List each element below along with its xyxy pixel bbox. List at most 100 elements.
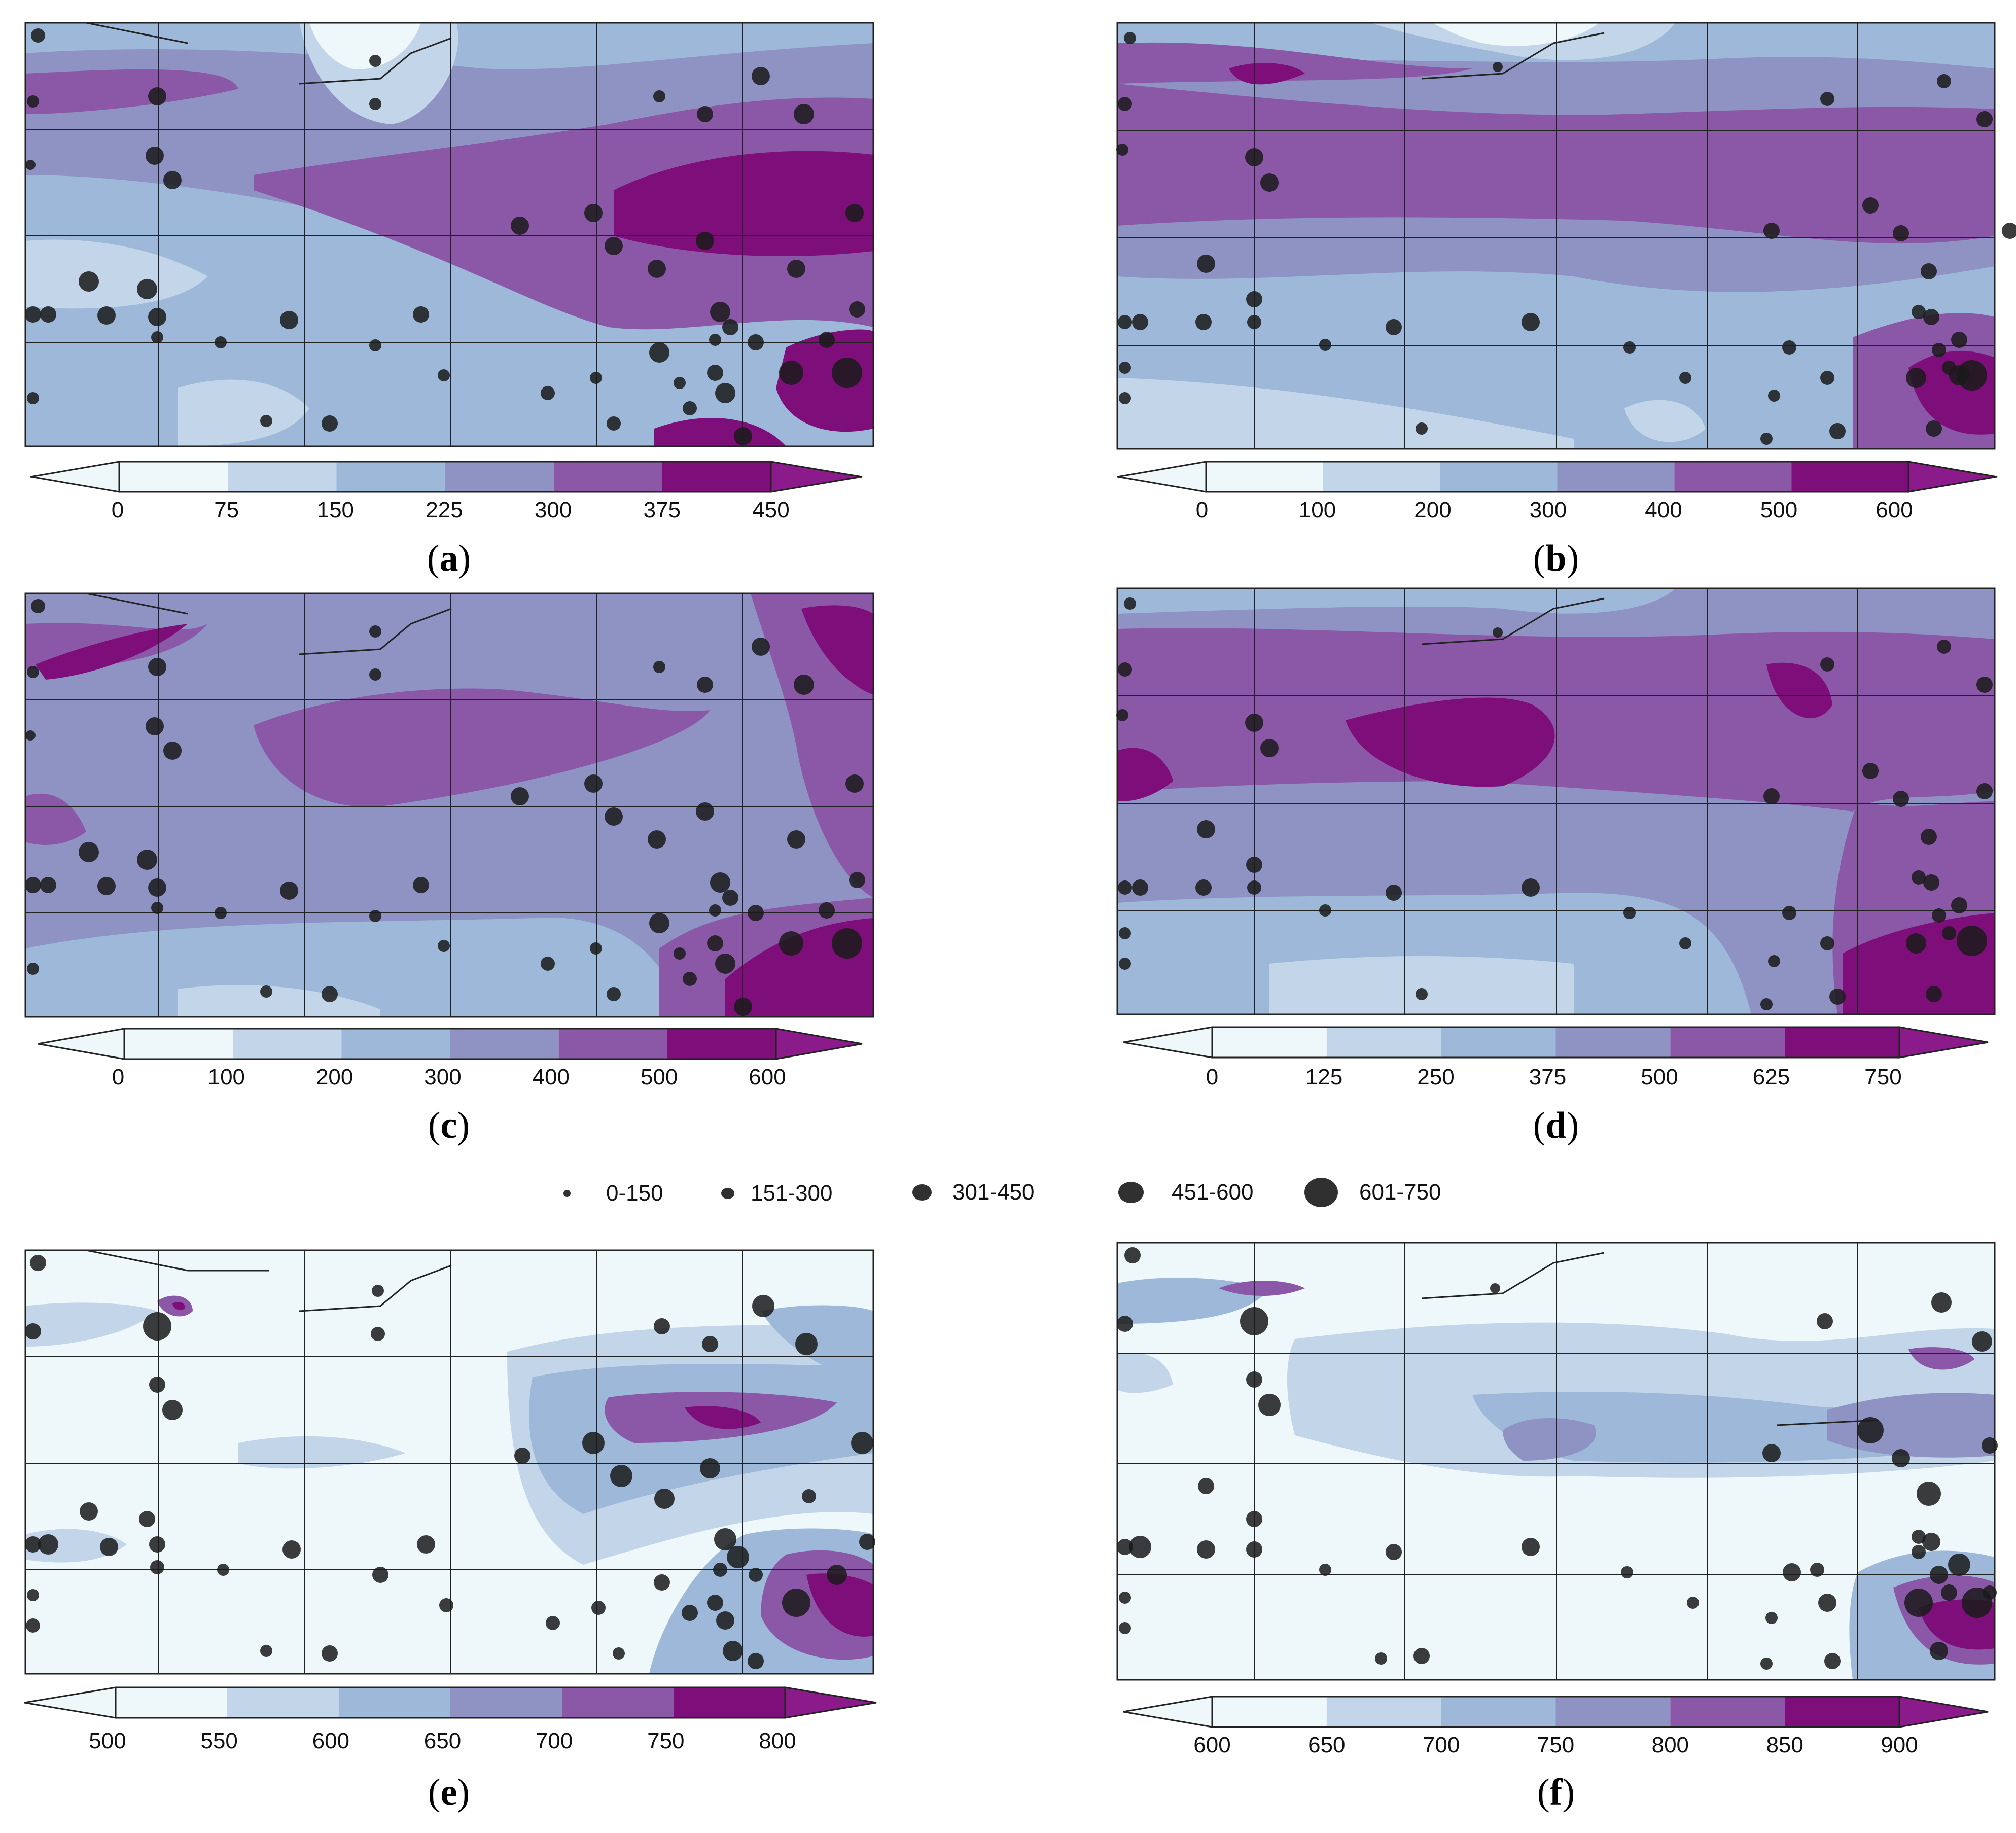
colorbar-tick-label: 750 xyxy=(1537,1733,1574,1757)
colorbar-tick-label: 100 xyxy=(208,1065,245,1089)
map-a xyxy=(24,22,874,447)
colorbar-d xyxy=(1123,1026,1989,1059)
colorbar-cell xyxy=(450,1687,562,1718)
panel-e: 500 550 600 650 700 750 800 (e) xyxy=(24,1249,877,1813)
colorbar-cell xyxy=(553,462,662,492)
panel-d: 0 125 250 375 500 625 750 (d) xyxy=(1116,587,1996,1146)
colorbar-cell xyxy=(119,462,228,492)
colorbar-tick-label: 150 xyxy=(317,498,354,522)
colorbar-cell xyxy=(336,462,445,492)
colorbar-tick-label: 700 xyxy=(536,1729,573,1753)
colorbar-tick-label: 100 xyxy=(1299,498,1336,522)
size-legend-marker xyxy=(721,1188,734,1199)
colorbar-tick-label: 600 xyxy=(1193,1733,1230,1757)
colorbar-cell xyxy=(1326,1697,1441,1727)
colorbar-tick-label: 450 xyxy=(752,498,789,522)
colorbar-tick-label: 375 xyxy=(1529,1065,1566,1089)
colorbar-cell xyxy=(450,1029,559,1059)
map-b xyxy=(1116,22,2016,450)
colorbar-cell xyxy=(227,1687,339,1718)
colorbar-cell xyxy=(662,462,771,492)
colorbar-tick-label: 250 xyxy=(1417,1065,1454,1089)
colorbar-cell xyxy=(1440,462,1558,492)
size-legend-label: 451-600 xyxy=(1172,1180,1253,1205)
panel-b: 0 100 200 300 400 500 600 (b) xyxy=(1116,22,2016,579)
colorbar-c xyxy=(38,1028,863,1060)
colorbar-tick-label: 750 xyxy=(647,1729,684,1753)
map-d xyxy=(1116,587,1996,1015)
panel-label-d: (d) xyxy=(1533,1105,1579,1146)
colorbar-e xyxy=(24,1686,877,1719)
colorbar-cell xyxy=(1557,462,1675,492)
colorbar-cell xyxy=(667,1029,776,1059)
colorbar-b xyxy=(1117,461,1998,493)
colorbar-tick-label: 0 xyxy=(112,498,124,522)
colorbar-tick-label: 300 xyxy=(424,1065,461,1089)
colorbar-tick-label: 650 xyxy=(1308,1733,1345,1757)
panel-a: 0 75 150 225 300 375 450 (a) xyxy=(24,22,874,579)
colorbar-tick-label: 500 xyxy=(641,1065,678,1089)
colorbar-tick-label: 625 xyxy=(1753,1065,1790,1089)
panel-label-a: (a) xyxy=(427,538,471,579)
station-size-legend: 0-150 151-300 301-450 451-600 601-750 xyxy=(563,1178,1441,1207)
colorbar-cell xyxy=(1441,1697,1556,1727)
colorbar-tick-label: 800 xyxy=(1652,1733,1689,1757)
size-legend-label: 151-300 xyxy=(751,1181,832,1206)
size-legend-label: 601-750 xyxy=(1359,1180,1441,1205)
panel-label-c: (c) xyxy=(428,1105,470,1146)
size-legend-label: 301-450 xyxy=(952,1180,1034,1205)
colorbar-cell xyxy=(1212,1027,1327,1058)
colorbar-cell xyxy=(445,462,554,492)
colorbar-cell xyxy=(1670,1027,1785,1058)
map-c xyxy=(24,592,874,1018)
colorbar-tick-label: 700 xyxy=(1423,1733,1460,1757)
colorbar-tick-label: 600 xyxy=(749,1065,786,1089)
colorbar-tick-label: 225 xyxy=(426,498,463,522)
colorbar-cell xyxy=(1326,1027,1441,1058)
colorbar-tick-label: 375 xyxy=(644,498,681,522)
colorbar-cell xyxy=(116,1687,227,1718)
colorbar-tick-label: 850 xyxy=(1766,1733,1803,1757)
colorbar-tick-label: 800 xyxy=(759,1729,796,1753)
colorbar-tick-label: 400 xyxy=(1645,498,1682,522)
colorbar-tick-label: 500 xyxy=(1641,1065,1678,1089)
colorbar-cell xyxy=(124,1029,233,1059)
size-legend-marker xyxy=(1304,1178,1338,1207)
colorbar-cell xyxy=(562,1687,674,1718)
colorbar-tick-label: 0 xyxy=(112,1065,124,1089)
map-f xyxy=(1116,1242,1998,1681)
colorbar-tick-label: 0 xyxy=(1196,498,1208,522)
colorbar-cell xyxy=(341,1029,450,1059)
colorbar-cell xyxy=(1674,462,1792,492)
colorbar-tick-label: 300 xyxy=(535,498,572,522)
colorbar-a xyxy=(30,461,863,493)
colorbar-cell xyxy=(1791,462,1908,492)
colorbar-tick-label: 900 xyxy=(1881,1733,1918,1757)
colorbar-tick-label: 600 xyxy=(312,1729,349,1753)
colorbar-tick-label: 600 xyxy=(1876,498,1913,522)
colorbar-cell xyxy=(233,1029,342,1059)
colorbar-tick-label: 125 xyxy=(1305,1065,1342,1089)
colorbar-tick-label: 750 xyxy=(1864,1065,1901,1089)
colorbar-tick-label: 200 xyxy=(1414,498,1451,522)
size-legend-marker xyxy=(912,1184,932,1201)
map-e xyxy=(24,1249,875,1675)
colorbar-cell xyxy=(1785,1697,1899,1727)
colorbar-cell xyxy=(558,1029,667,1059)
colorbar-cell xyxy=(1441,1027,1556,1058)
panel-c: 0 100 200 300 400 500 600 (c) xyxy=(24,592,874,1146)
colorbar-cell xyxy=(674,1687,785,1718)
colorbar-tick-label: 300 xyxy=(1530,498,1567,522)
colorbar-cell xyxy=(1670,1697,1785,1727)
colorbar-cell xyxy=(1785,1027,1899,1058)
colorbar-tick-label: 75 xyxy=(214,498,239,522)
colorbar-tick-label: 550 xyxy=(200,1729,237,1753)
panel-label-b: (b) xyxy=(1533,538,1579,579)
colorbar-tick-label: 500 xyxy=(89,1729,126,1753)
colorbar-cell xyxy=(1323,462,1440,492)
colorbar-cell xyxy=(1212,1697,1327,1727)
size-legend-marker xyxy=(1118,1182,1144,1203)
panel-label-f: (f) xyxy=(1537,1772,1575,1813)
colorbar-tick-label: 650 xyxy=(424,1729,461,1753)
